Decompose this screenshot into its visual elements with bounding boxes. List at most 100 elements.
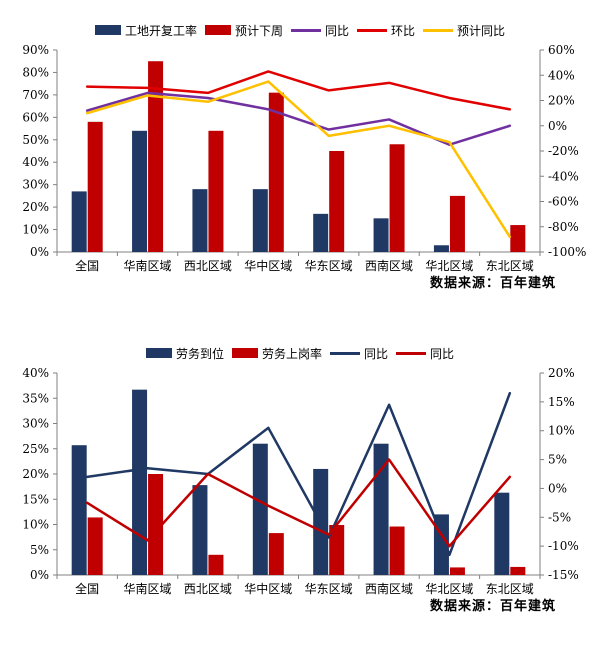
left-axis-label: 70%	[22, 88, 49, 102]
right-axis-label: -100%	[548, 245, 586, 259]
bottom-chart-legend: 劳务到位 劳务上岗率 同比 同比	[0, 343, 600, 363]
bar	[148, 474, 164, 575]
bar	[494, 492, 510, 575]
line-path	[85, 70, 512, 111]
right-axis-label: -80%	[548, 220, 579, 234]
right-axis-label: -60%	[548, 195, 579, 209]
top-chart-source-note: 数据来源：百年建筑	[429, 276, 556, 291]
right-axis-label: 60%	[548, 43, 575, 57]
category-label: 西北区域	[184, 582, 232, 596]
right-axis-label: 10%	[548, 424, 575, 438]
legend-bar-swatch	[231, 348, 258, 358]
legend-item: 同比	[290, 22, 349, 39]
left-axis-label: 0%	[30, 568, 49, 582]
category-label: 西南区域	[365, 581, 413, 596]
bar	[268, 92, 284, 252]
legend-item: 劳务上岗率	[231, 345, 322, 362]
left-axis-label: 35%	[22, 391, 49, 405]
bar-series-1	[87, 474, 526, 575]
x-axis-labels: 全国 华南区域 西北区域 华中区域 华东区域 西南区域 华北区域 东北区域	[75, 581, 534, 596]
bar	[148, 61, 164, 252]
legend-item: 劳务到位	[145, 345, 224, 362]
legend-line-swatch	[396, 351, 427, 355]
bar	[71, 191, 87, 252]
x-axis-labels: 全国 华南区域 西北区域 华中区域 华东区域 西南区域 华北区域 东北区域	[75, 258, 534, 273]
right-axis-label: -15%	[548, 568, 579, 582]
legend-bar-swatch	[94, 25, 121, 35]
category-label: 华南区域	[124, 258, 172, 273]
left-axis-label: 0%	[30, 245, 49, 259]
left-axis-label: 20%	[22, 200, 49, 214]
legend-label: 环比	[391, 23, 416, 38]
legend-label: 劳务上岗率	[261, 346, 322, 361]
left-axis-label: 30%	[22, 178, 49, 192]
left-axis-label: 90%	[22, 43, 49, 57]
right-axis-label: 15%	[548, 395, 575, 409]
legend-bar-swatch	[145, 348, 172, 358]
legend-item: 同比	[396, 345, 454, 362]
line-series-1	[85, 70, 512, 111]
category-label: 全国	[75, 258, 99, 273]
bar	[132, 389, 148, 575]
bar	[252, 189, 268, 252]
right-axis-label: 0%	[548, 119, 567, 133]
bar	[313, 213, 329, 252]
category-label: 西南区域	[365, 258, 413, 273]
bar	[449, 195, 465, 252]
legend-label: 劳务到位	[175, 346, 224, 361]
legend-item: 预计同比	[423, 22, 505, 39]
left-axis-label: 80%	[22, 65, 49, 79]
bar	[433, 245, 449, 252]
legend-item: 同比	[330, 345, 388, 362]
bar	[192, 485, 208, 575]
category-label: 东北区域	[486, 582, 534, 596]
category-label: 全国	[75, 581, 99, 596]
legend-label: 同比	[324, 23, 349, 38]
category-label: 华东区域	[305, 582, 353, 596]
top-chart: 0% 10% 20% 30% 40% 50% 60% 70% 80% 90% -100% -80% -6…	[22, 43, 586, 273]
bar	[252, 443, 268, 575]
right-axis-label: 20%	[548, 94, 575, 108]
axis-tick-labels: 0% 10% 20% 30% 40% 50% 60% 70% 80% 90% -100% -80% -6…	[22, 43, 586, 259]
legend-label: 预计同比	[457, 23, 506, 38]
legend-item: 工地开复工率	[94, 22, 197, 39]
legend-label: 工地开复工率	[124, 23, 197, 38]
bar	[71, 445, 87, 575]
top-chart-legend: 工地开复工率 预计下周 同比 环比 预计同比	[0, 20, 600, 40]
bar	[268, 533, 284, 575]
line-path	[85, 458, 512, 548]
legend-line-swatch	[357, 28, 387, 32]
legend-label: 预计下周	[234, 23, 283, 38]
category-label: 华南区域	[124, 581, 172, 596]
left-axis-label: 15%	[22, 492, 49, 506]
bar	[510, 566, 526, 575]
left-axis-label: 30%	[22, 417, 49, 431]
bar	[449, 567, 465, 575]
bar	[329, 151, 345, 252]
bar	[208, 130, 224, 252]
left-axis-label: 25%	[22, 442, 49, 456]
left-axis-label: 40%	[22, 155, 49, 169]
category-label: 华中区域	[244, 581, 292, 596]
bar	[389, 526, 405, 575]
left-axis-label: 10%	[22, 518, 49, 532]
left-axis-label: 60%	[22, 110, 49, 124]
line-path	[85, 80, 512, 239]
legend-line-swatch	[290, 28, 321, 32]
left-axis-label: 40%	[22, 366, 49, 380]
bar	[87, 121, 103, 252]
right-axis-label: -10%	[548, 539, 579, 553]
legend-bar-swatch	[204, 25, 231, 35]
category-label: 华北区域	[425, 582, 473, 596]
category-label: 华中区域	[244, 258, 292, 273]
left-axis-label: 5%	[30, 543, 49, 557]
legend-line-swatch	[423, 28, 454, 32]
site-resumption-chart-section: 工地开复工率 预计下周 同比 环比 预计同比 0% 10% 20% 30% 40% 50% 60% 7…	[0, 0, 600, 292]
labor-chart-section: 劳务到位 劳务上岗率 同比 同比 0% 5% 10% 15% 20% 25% 30% 35% 40% -…	[0, 343, 600, 615]
bar	[510, 225, 526, 252]
bar	[87, 517, 103, 575]
legend-item: 预计下周	[204, 22, 283, 39]
right-axis-label: -5%	[548, 510, 571, 524]
bar-series-1	[87, 61, 526, 252]
